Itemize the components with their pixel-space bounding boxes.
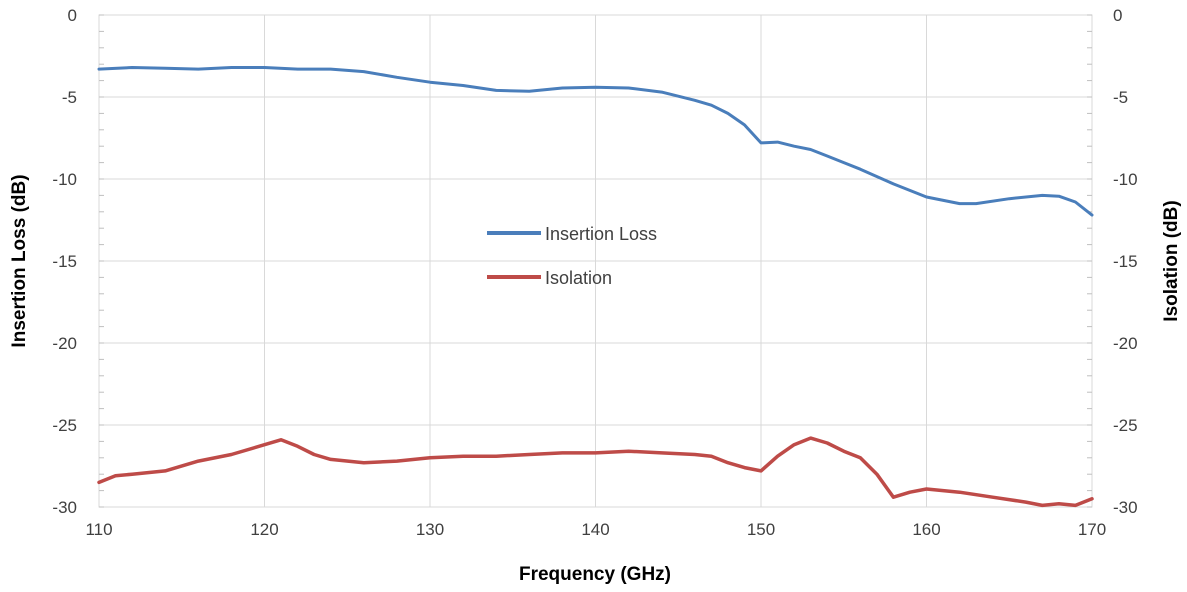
y-tick-label: -10: [52, 170, 77, 189]
y2-tick-label: -10: [1113, 170, 1138, 189]
grid: [98, 14, 1093, 508]
y-tick-label: -30: [52, 498, 77, 517]
y-tick-label: 0: [68, 6, 77, 25]
y2-tick-label: -25: [1113, 416, 1138, 435]
y2-tick-label: -30: [1113, 498, 1138, 517]
series-layer: [97, 66, 1094, 508]
y2-tick-label: -20: [1113, 334, 1138, 353]
y2-tick-label: -15: [1113, 252, 1138, 271]
x-tick-label: 150: [747, 520, 775, 539]
x-tick-labels: 110 120 130 140 150 160 170: [85, 520, 1106, 539]
legend-label-isolation: Isolation: [545, 268, 612, 288]
x-tick-label: 170: [1078, 520, 1106, 539]
y-tick-label: -15: [52, 252, 77, 271]
y-tick-labels: 0 -5 -10 -15 -20 -25 -30: [52, 6, 77, 517]
x-tick-label: 130: [416, 520, 444, 539]
y2-tick-label: -5: [1113, 88, 1128, 107]
x-tick-label: 120: [250, 520, 278, 539]
y-tick-label: -5: [62, 88, 77, 107]
x-tick-label: 160: [912, 520, 940, 539]
x-tick-label: 110: [85, 520, 112, 539]
y-tick-label: -25: [52, 416, 77, 435]
x-tick-label: 140: [581, 520, 609, 539]
series-line-insertion-loss: [97, 66, 1094, 217]
y2-tick-labels: 0 -5 -10 -15 -20 -25 -30: [1113, 6, 1138, 517]
minor-ticks: [99, 14, 1092, 508]
y2-axis-title: Isolation (dB): [1161, 200, 1182, 321]
legend: Insertion Loss Isolation: [487, 224, 657, 288]
legend-label-insertion-loss: Insertion Loss: [545, 224, 657, 244]
y-axis-title: Insertion Loss (dB): [9, 174, 30, 347]
y2-tick-label: 0: [1113, 6, 1122, 25]
x-axis-title: Frequency (GHz): [519, 564, 671, 585]
y-tick-label: -20: [52, 334, 77, 353]
